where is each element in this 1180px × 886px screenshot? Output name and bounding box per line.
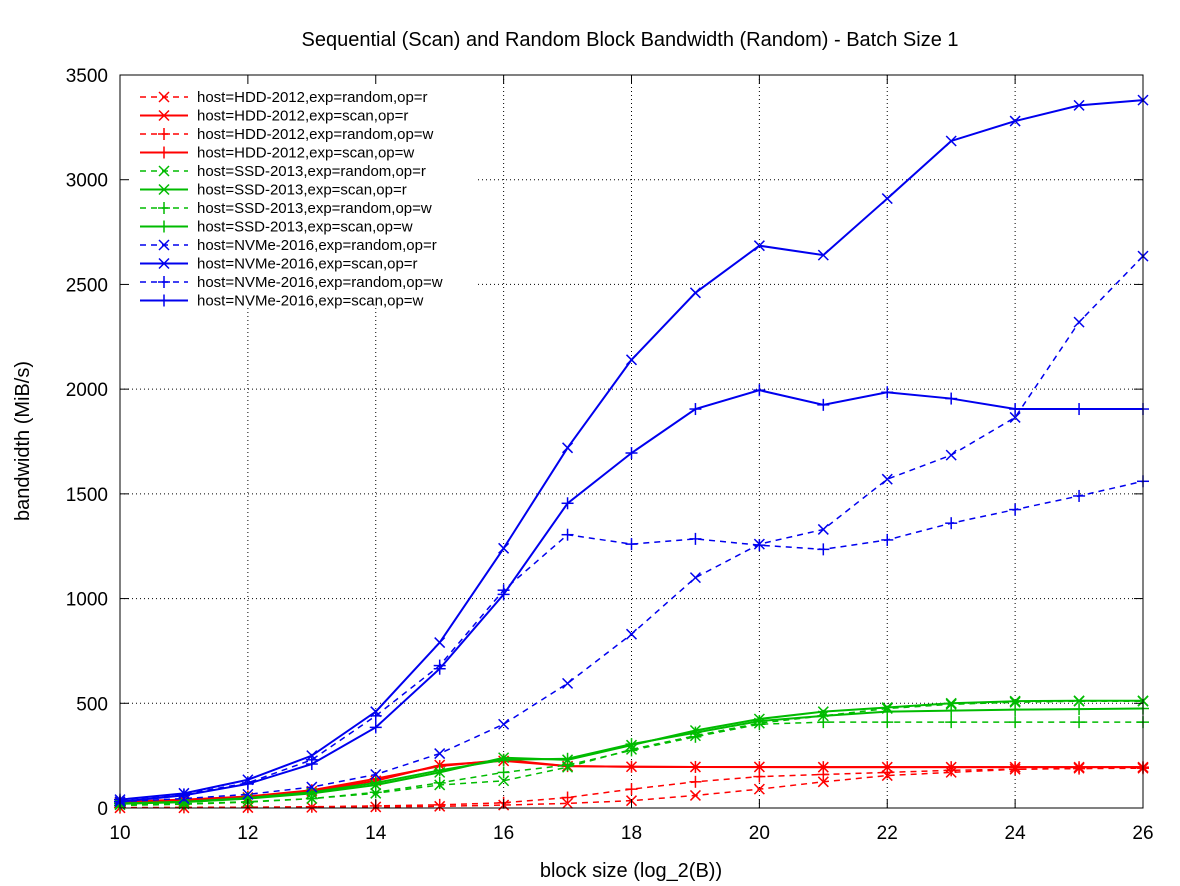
data-point bbox=[817, 249, 829, 261]
y-tick-label: 3000 bbox=[66, 171, 108, 192]
legend-label: host=SSD-2013,exp=random,op=r bbox=[197, 163, 426, 180]
y-tick-label: 1500 bbox=[66, 485, 108, 506]
legend-item: host=SSD-2013,exp=random,op=w bbox=[140, 200, 432, 217]
x-axis-label: block size (log_2(B)) bbox=[540, 860, 722, 882]
data-point bbox=[158, 109, 170, 122]
data-point bbox=[753, 783, 765, 795]
chart-title: Sequential (Scan) and Random Block Bandw… bbox=[301, 29, 958, 51]
data-point bbox=[1009, 695, 1021, 707]
x-tick-label: 16 bbox=[493, 823, 514, 844]
series-line bbox=[119, 767, 1144, 809]
y-tick-label: 500 bbox=[76, 694, 108, 715]
data-point bbox=[562, 677, 574, 689]
legend-item: host=NVMe-2016,exp=scan,op=r bbox=[140, 256, 418, 273]
y-tick-label: 0 bbox=[97, 799, 108, 820]
legend-item: host=HDD-2012,exp=scan,op=r bbox=[140, 108, 408, 125]
data-point bbox=[434, 637, 446, 649]
data-point bbox=[434, 748, 446, 760]
data-point bbox=[1009, 115, 1021, 127]
data-point bbox=[242, 788, 254, 800]
legend-label: host=NVMe-2016,exp=scan,op=w bbox=[197, 293, 424, 310]
legend-label: host=NVMe-2016,exp=random,op=w bbox=[197, 274, 443, 291]
data-point bbox=[498, 775, 510, 787]
legend-item: host=SSD-2013,exp=scan,op=r bbox=[140, 182, 407, 199]
legend-label: host=SSD-2013,exp=scan,op=r bbox=[197, 182, 407, 199]
y-axis-label: bandwidth (MiB/s) bbox=[12, 361, 34, 521]
legend-item: host=SSD-2013,exp=scan,op=w bbox=[140, 219, 413, 236]
x-tick-label: 24 bbox=[1005, 823, 1027, 844]
data-point bbox=[945, 697, 957, 709]
data-point bbox=[1073, 695, 1085, 707]
data-point bbox=[881, 473, 893, 485]
x-tick-label: 26 bbox=[1132, 823, 1153, 844]
legend-item: host=HDD-2012,exp=random,op=w bbox=[140, 126, 434, 143]
data-point bbox=[689, 287, 701, 299]
data-point bbox=[753, 240, 765, 252]
data-point bbox=[1073, 316, 1085, 328]
data-point bbox=[945, 135, 957, 147]
data-point bbox=[158, 183, 170, 196]
legend-label: host=HDD-2012,exp=random,op=r bbox=[197, 89, 428, 106]
data-point bbox=[625, 628, 638, 640]
tick-layer: 0 500 1000 1500 2000 2500 3000 3500 10 12 14 16 18 20… bbox=[66, 66, 1154, 844]
x-tick-label: 20 bbox=[749, 823, 770, 844]
data-point bbox=[306, 781, 318, 793]
data-point bbox=[945, 449, 957, 461]
y-tick-label: 2500 bbox=[66, 275, 108, 296]
y-tick-label: 1000 bbox=[66, 590, 108, 611]
y-tick-label: 3500 bbox=[66, 66, 108, 87]
x-tick-label: 14 bbox=[365, 823, 387, 844]
legend-item: host=NVMe-2016,exp=random,op=r bbox=[140, 237, 437, 254]
data-point bbox=[689, 789, 701, 801]
data-point bbox=[370, 768, 382, 781]
legend-label: host=HDD-2012,exp=random,op=w bbox=[197, 126, 434, 143]
data-point bbox=[562, 442, 574, 454]
y-tick-label: 2000 bbox=[66, 380, 108, 401]
x-tick-label: 22 bbox=[877, 823, 898, 844]
data-point bbox=[817, 523, 829, 535]
data-point bbox=[1073, 99, 1085, 111]
data-point bbox=[881, 193, 893, 205]
legend-item: host=HDD-2012,exp=random,op=r bbox=[140, 89, 428, 106]
x-tick-label: 12 bbox=[237, 823, 258, 844]
legend-item: host=NVMe-2016,exp=random,op=w bbox=[140, 274, 443, 291]
series-8 bbox=[114, 250, 1149, 808]
legend-label: host=HDD-2012,exp=scan,op=r bbox=[197, 108, 408, 125]
data-point bbox=[498, 718, 510, 730]
legend-item: host=HDD-2012,exp=scan,op=w bbox=[140, 145, 414, 162]
series-line bbox=[119, 480, 1144, 801]
legend-label: host=NVMe-2016,exp=random,op=r bbox=[197, 237, 437, 254]
data-point bbox=[817, 776, 829, 788]
legend-label: host=SSD-2013,exp=scan,op=w bbox=[197, 219, 413, 236]
series-line bbox=[119, 721, 1143, 807]
legend-item: host=SSD-2013,exp=random,op=r bbox=[140, 163, 426, 180]
legend-label: host=HDD-2012,exp=scan,op=w bbox=[197, 145, 414, 162]
data-point bbox=[158, 257, 170, 270]
x-tick-label: 10 bbox=[109, 823, 130, 844]
legend-label: host=NVMe-2016,exp=scan,op=r bbox=[197, 256, 418, 273]
legend-label: host=SSD-2013,exp=random,op=w bbox=[197, 200, 432, 217]
data-point bbox=[158, 165, 170, 177]
data-point bbox=[1009, 411, 1021, 423]
data-point bbox=[158, 239, 170, 251]
data-point bbox=[625, 354, 638, 366]
legend-item: host=NVMe-2016,exp=scan,op=w bbox=[140, 293, 424, 310]
data-point bbox=[498, 542, 510, 554]
data-point bbox=[689, 572, 701, 584]
x-tick-label: 18 bbox=[621, 823, 642, 844]
data-point bbox=[158, 91, 170, 103]
legend: host=HDD-2012,exp=random,op=r host=HDD-20… bbox=[140, 89, 443, 310]
